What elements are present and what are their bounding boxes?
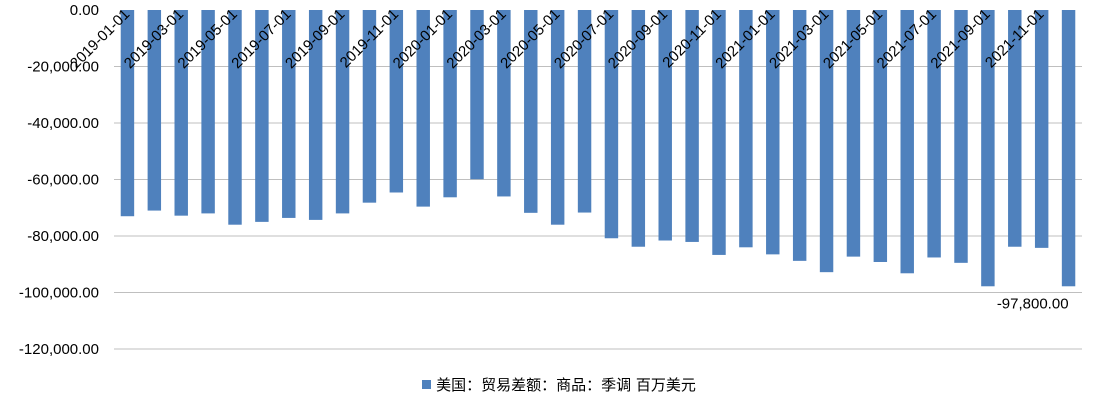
bar (228, 10, 242, 225)
bar (846, 10, 861, 257)
bar (497, 10, 511, 197)
bar (201, 10, 215, 214)
y-tick-label: -100,000.00 (19, 285, 99, 302)
bar (631, 10, 646, 247)
bar (443, 10, 457, 198)
bar (954, 10, 968, 263)
data-label: -97,800.00 (997, 295, 1069, 312)
legend-swatch (422, 380, 432, 389)
bar (389, 10, 404, 193)
bar (550, 10, 565, 225)
bar (927, 10, 941, 258)
y-tick-label: -60,000.00 (27, 172, 99, 189)
bars (120, 10, 1076, 287)
y-tick-label: -20,000.00 (27, 59, 99, 76)
bar (577, 10, 592, 213)
bar (792, 10, 807, 261)
bar (1034, 10, 1049, 248)
data-labels: -97,800.00 (997, 295, 1069, 312)
bar (766, 10, 780, 255)
y-tick-label: -40,000.00 (27, 115, 99, 132)
bar (470, 10, 484, 180)
bar (416, 10, 430, 207)
bar (658, 10, 672, 241)
bar (981, 10, 995, 287)
bar (524, 10, 538, 213)
bar (282, 10, 296, 218)
bar (604, 10, 619, 239)
bar (120, 10, 135, 217)
y-tick-label: -120,000.00 (19, 341, 99, 358)
bar (819, 10, 834, 273)
bar (147, 10, 162, 211)
bar (308, 10, 323, 220)
bar (712, 10, 726, 255)
legend: 美国：贸易差额：商品：季调 百万美元 (0, 374, 1118, 395)
bar (335, 10, 350, 214)
bar (739, 10, 753, 248)
bar (1008, 10, 1022, 247)
y-tick-label: 0.00 (70, 2, 99, 19)
bar (1061, 10, 1076, 287)
bar (685, 10, 699, 242)
bar (255, 10, 269, 222)
y-axis-tick-labels: 0.00 -20,000.00 -40,000.00 -60,000.00 -80,00… (19, 2, 99, 358)
y-tick-label: -80,000.00 (27, 228, 99, 245)
bar (900, 10, 914, 274)
bar (174, 10, 188, 216)
bar (873, 10, 888, 262)
bar (362, 10, 377, 203)
legend-label: 美国：贸易差额：商品：季调 百万美元 (436, 376, 696, 394)
gridlines (114, 66, 1082, 350)
